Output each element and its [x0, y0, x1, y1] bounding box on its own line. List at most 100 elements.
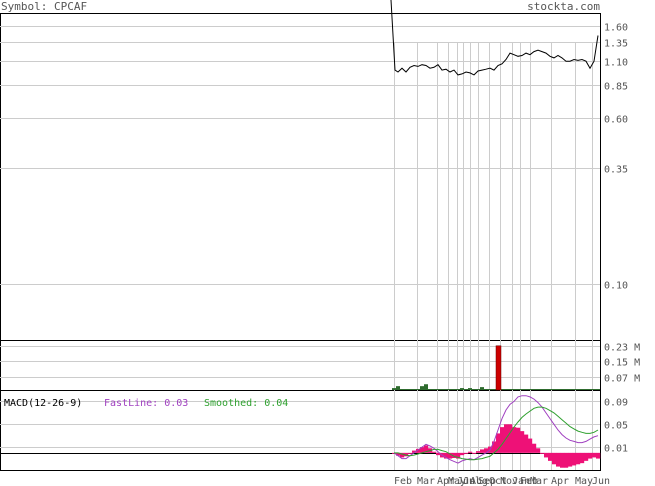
macd-histogram-bar — [412, 450, 417, 453]
volume-bar — [420, 386, 424, 390]
macd-tick-label: 0.09 — [604, 398, 628, 409]
macd-histogram-bar — [564, 452, 569, 468]
volume-bar — [540, 389, 544, 390]
volume-bar — [548, 389, 552, 390]
volume-bar — [424, 384, 428, 390]
volume-bar — [552, 389, 556, 390]
macd-histogram-bar — [596, 452, 601, 459]
volume-bar — [468, 388, 472, 390]
macd-histogram-bar — [512, 427, 517, 453]
macd-fast-label: FastLine: 0.03 — [104, 398, 188, 409]
volume-bar — [396, 386, 400, 390]
x-tick-label: Sep — [478, 476, 496, 486]
volume-bar — [560, 389, 564, 390]
macd-histogram-bar — [436, 452, 441, 456]
macd-smoothed-line — [394, 406, 599, 461]
price-tick-label: 1.10 — [604, 58, 628, 69]
volume-bar — [524, 389, 528, 390]
macd-histogram-bar — [568, 452, 573, 467]
macd-histogram-bar — [484, 448, 489, 453]
x-tick-label: May — [575, 476, 593, 486]
x-tick-label: Mar — [530, 476, 548, 486]
price-line — [390, 0, 599, 76]
macd-histogram-bar — [464, 452, 469, 454]
macd-histogram-bar — [472, 452, 477, 454]
macd-histogram-bar — [500, 427, 505, 453]
macd-histogram-bar — [576, 452, 581, 465]
macd-histogram-bar — [572, 452, 577, 466]
x-tick-label: Apr — [437, 476, 455, 486]
macd-smooth-label: Smoothed: 0.04 — [204, 398, 288, 409]
macd-histogram-bar — [456, 452, 461, 459]
price-tick-label: 1.35 — [604, 39, 628, 50]
macd-histogram-bar — [400, 452, 405, 458]
volume-bar — [456, 389, 460, 390]
volume-bar — [392, 388, 396, 390]
x-tick-label: Feb — [394, 476, 412, 486]
volume-tick-label: 0.15 M — [604, 358, 640, 369]
price-tick-label: 0.60 — [604, 115, 628, 126]
volume-bar — [416, 389, 420, 390]
macd-histogram-bar — [520, 431, 525, 453]
macd-histogram-bar — [516, 427, 521, 453]
price-tick-label: 0.35 — [604, 165, 628, 176]
macd-tick-label: 0.01 — [604, 444, 628, 455]
x-tick-label: Jul — [463, 476, 481, 486]
x-tick-label: May — [448, 476, 466, 486]
macd-title: MACD(12-26-9) — [4, 398, 82, 409]
volume-bar — [428, 389, 432, 390]
macd-histogram-bar — [460, 452, 465, 456]
volume-bar — [568, 389, 572, 390]
volume-bar — [584, 389, 588, 390]
volume-bar — [564, 389, 568, 390]
macd-histogram-bar — [420, 447, 425, 453]
macd-histogram-bar — [592, 452, 597, 458]
macd-histogram-bar — [404, 452, 409, 457]
macd-histogram-bar — [452, 452, 457, 458]
volume-bar — [408, 389, 412, 390]
macd-histogram-bar — [480, 449, 485, 453]
x-tick-label: Feb — [520, 476, 538, 486]
macd-histogram-bar — [408, 452, 413, 454]
volume-bar — [480, 387, 484, 390]
macd-histogram-bar — [508, 424, 513, 453]
volume-bar — [516, 389, 520, 390]
volume-bar — [404, 389, 408, 390]
macd-histogram-bar — [476, 451, 481, 453]
volume-bar — [592, 389, 596, 390]
macd-histogram-bar — [560, 452, 565, 468]
volume-bar — [464, 389, 468, 390]
volume-bar — [448, 389, 452, 390]
macd-histogram-bar — [552, 452, 557, 465]
macd-histogram-bar — [588, 452, 593, 459]
volume-bar — [572, 389, 576, 390]
volume-bar — [544, 389, 548, 390]
volume-bar-spike — [495, 345, 502, 391]
macd-histogram-bar — [528, 438, 533, 453]
volume-bar — [536, 389, 540, 390]
x-tick-label: Oct — [489, 476, 507, 486]
macd-pane-frame — [0, 390, 601, 471]
volume-bar — [484, 389, 488, 390]
macd-histogram-bar — [556, 452, 561, 467]
macd-histogram-bar — [496, 433, 501, 453]
volume-tick-label: 0.23 M — [604, 343, 640, 354]
volume-bar — [596, 389, 600, 390]
volume-bar — [452, 389, 456, 390]
x-tick-label: Nov — [500, 476, 518, 486]
macd-histogram-bar — [548, 452, 553, 461]
macd-histogram-bar — [584, 452, 589, 461]
x-tick-label: Jan — [512, 476, 530, 486]
x-tick-label: Mar — [417, 476, 435, 486]
price-tick-label: 0.85 — [604, 82, 628, 93]
x-tick-label: Apr — [551, 476, 569, 486]
volume-bar — [444, 389, 448, 390]
volume-bar — [576, 389, 580, 390]
volume-bar — [436, 389, 440, 390]
volume-bar — [488, 389, 492, 390]
volume-bar — [472, 389, 476, 390]
site-name[interactable]: stockta.com — [527, 0, 600, 13]
x-tick-label: Jun — [592, 476, 610, 486]
macd-histogram-bar — [468, 451, 473, 453]
